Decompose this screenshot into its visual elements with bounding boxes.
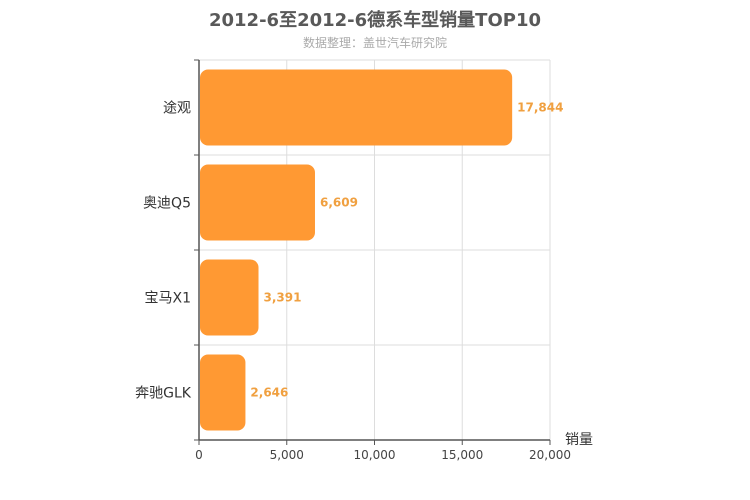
x-axis-title: 销量 (565, 432, 593, 448)
category-label: 奥迪Q5 (143, 195, 191, 212)
bar (200, 69, 513, 146)
category-label: 宝马X1 (145, 291, 192, 307)
chart-subtitle: 数据整理：盖世汽车研究院 (302, 36, 447, 50)
bar (200, 164, 315, 241)
data-label: 2,646 (250, 386, 288, 400)
data-label: 3,391 (264, 291, 302, 305)
x-tick-label: 10,000 (354, 448, 396, 462)
data-label: 6,609 (320, 196, 358, 210)
x-tick-label: 0 (195, 448, 203, 462)
category-label: 奔驰GLK (135, 386, 192, 402)
x-tick-label: 15,000 (441, 448, 483, 462)
x-tick-label: 20,000 (529, 448, 571, 462)
bar (200, 354, 246, 431)
chart-title: 2012-6至2012-6德系车型销量TOP10 (208, 10, 541, 31)
data-label: 17,844 (517, 101, 563, 115)
category-label: 途观 (163, 100, 191, 117)
x-tick-label: 5,000 (270, 448, 304, 462)
bar (200, 259, 259, 336)
